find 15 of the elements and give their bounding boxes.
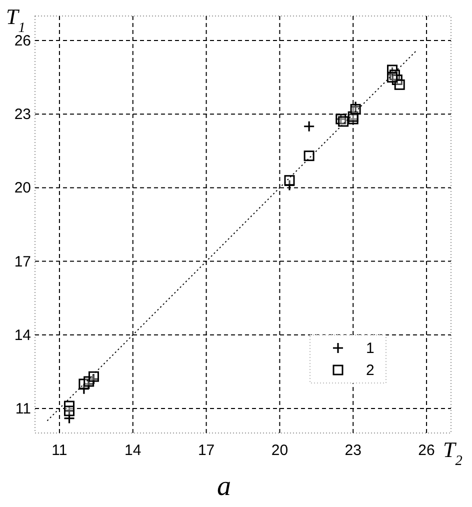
y-tick-label: 11 xyxy=(15,400,31,418)
x-tick-label: 17 xyxy=(198,442,215,459)
legend-label: 2 xyxy=(366,362,374,379)
x-tick-label: 26 xyxy=(418,442,435,459)
x-tick-label: 14 xyxy=(124,442,142,459)
x-tick-label: 20 xyxy=(271,442,288,459)
y-tick-label: 17 xyxy=(14,253,31,270)
x-tick-label: 23 xyxy=(344,442,362,459)
x-tick-label: 11 xyxy=(52,442,68,459)
y-tick-label: 20 xyxy=(14,180,31,197)
text: a xyxy=(217,471,231,502)
y-tick-label: 14 xyxy=(14,326,31,344)
x-axis-title: T$_{2}$ xyxy=(443,437,462,469)
legend-label: 1 xyxy=(366,340,374,357)
y-tick-label: 23 xyxy=(14,106,31,124)
